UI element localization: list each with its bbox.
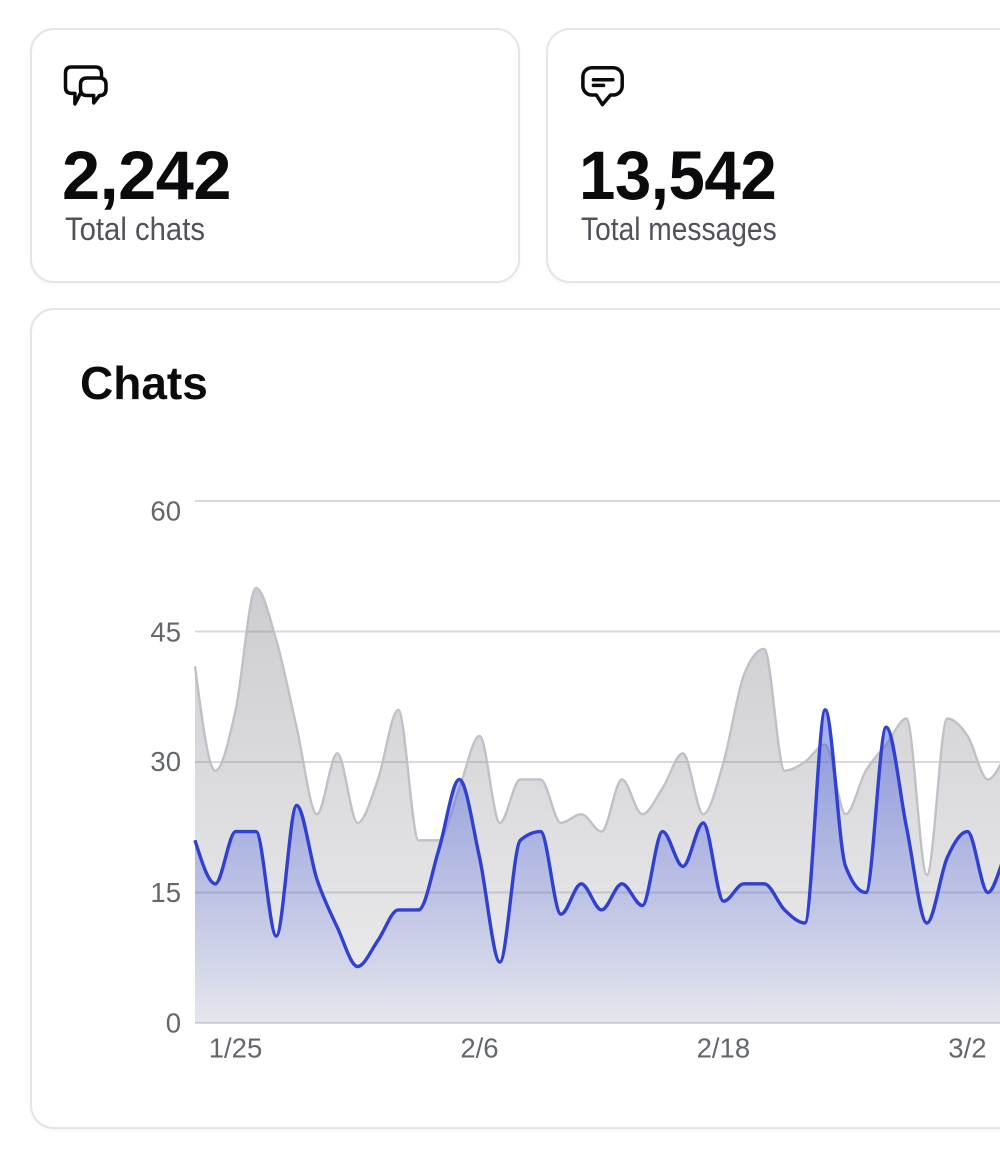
svg-text:60: 60	[150, 496, 181, 527]
svg-text:45: 45	[150, 617, 181, 648]
svg-text:15: 15	[150, 877, 181, 908]
svg-text:2/6: 2/6	[460, 1033, 498, 1064]
svg-text:0: 0	[166, 1008, 181, 1039]
svg-text:3/2: 3/2	[948, 1033, 986, 1064]
svg-text:30: 30	[150, 746, 181, 777]
svg-text:1/25: 1/25	[209, 1033, 263, 1064]
svg-text:2/18: 2/18	[697, 1033, 751, 1064]
